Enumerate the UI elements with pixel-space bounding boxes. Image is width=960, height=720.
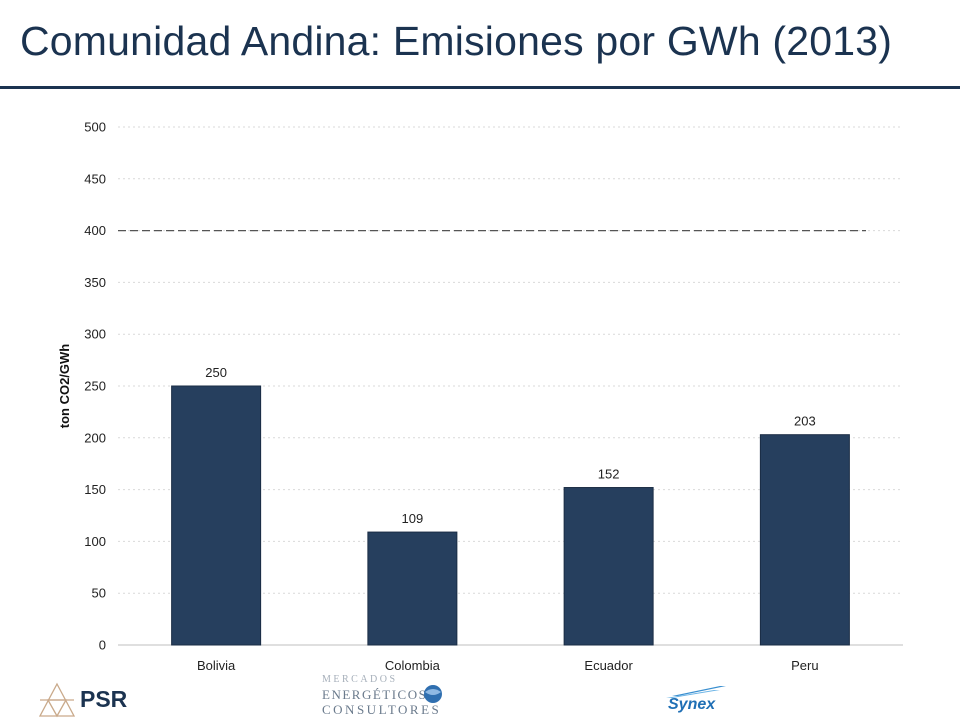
x-tick-label: Peru — [791, 658, 818, 673]
bar-ecuador — [563, 487, 654, 646]
y-tick-label: 350 — [84, 275, 106, 290]
y-tick-label: 450 — [84, 171, 106, 186]
y-tick-label: 500 — [84, 120, 106, 135]
data-label: 203 — [794, 414, 816, 429]
x-tick-label: Ecuador — [584, 658, 633, 673]
slide-title: Comunidad Andina: Emisiones por GWh (201… — [20, 18, 893, 64]
bar-bolivia — [171, 385, 262, 646]
footer-logos: PSR MERCADOS ENERGÉTICOS CONSULTORES Syn… — [0, 674, 960, 720]
data-label: 109 — [402, 511, 424, 526]
data-label: 250 — [205, 365, 227, 380]
y-axis-label: ton CO2/GWh — [57, 344, 72, 429]
y-tick-label: 200 — [84, 430, 106, 445]
x-tick-label: Colombia — [385, 658, 441, 673]
synex-logo-icon — [666, 686, 726, 698]
bar-peru — [759, 434, 850, 646]
synex-logo-text: Synex — [668, 696, 716, 713]
mec-logo-line1: MERCADOS — [322, 674, 398, 685]
mec-logo: MERCADOS ENERGÉTICOS CONSULTORES — [322, 674, 457, 720]
y-tick-label: 400 — [84, 223, 106, 238]
data-label: 152 — [598, 467, 620, 482]
psr-logo-icon — [38, 682, 76, 718]
mec-logo-line2: ENERGÉTICOS — [322, 687, 428, 702]
y-tick-label: 300 — [84, 327, 106, 342]
title-rule — [0, 86, 960, 89]
y-tick-label: 100 — [84, 534, 106, 549]
mec-globe-icon — [424, 685, 442, 703]
y-tick-label: 150 — [84, 482, 106, 497]
y-tick-label: 250 — [84, 379, 106, 394]
y-tick-label: 0 — [99, 638, 106, 653]
psr-logo-text: PSR — [80, 686, 128, 712]
x-tick-label: Bolivia — [197, 658, 236, 673]
bar-chart: 0 50 100 150 200 250 300 350 400 450 500 ton CO2/GW… — [57, 120, 903, 673]
y-tick-label: 50 — [92, 586, 106, 601]
bar-colombia — [367, 531, 458, 646]
mec-logo-line3: CONSULTORES — [322, 702, 442, 717]
